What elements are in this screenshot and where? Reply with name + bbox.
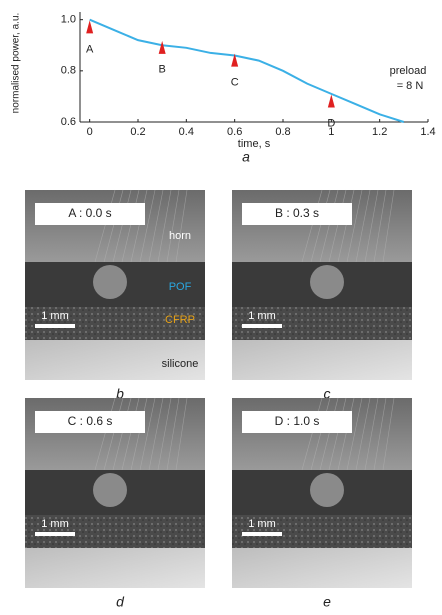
x-tick-label: 1.4: [420, 126, 435, 138]
marker-label: B: [158, 64, 165, 76]
marker-triangle: [86, 20, 93, 33]
layer-label: CFRP: [165, 314, 195, 326]
photo-silicone: [232, 340, 412, 380]
photo-top: [232, 190, 412, 262]
panel-letter: e: [323, 594, 331, 610]
x-tick-label: 1.2: [372, 126, 387, 138]
marker-triangle: [159, 41, 166, 54]
marker-triangle: [328, 95, 335, 108]
page: 00.20.40.60.811.21.40.60.81.0time, snorm…: [0, 0, 442, 615]
x-tick-label: 0.8: [275, 126, 290, 138]
photo-silicone: [25, 548, 205, 588]
x-tick-label: 0.2: [130, 126, 145, 138]
panel-letter: d: [116, 594, 125, 610]
photo-top: [25, 190, 205, 262]
panel-letter: a: [242, 149, 250, 165]
scale-label: 1 mm: [248, 518, 276, 530]
marker-label: D: [327, 117, 335, 129]
photo-bead: [310, 473, 344, 507]
caption: D : 1.0 s: [275, 414, 320, 428]
photo-bead: [93, 265, 127, 299]
x-tick-label: 0.4: [179, 126, 194, 138]
y-axis-label: normalised power, a.u.: [11, 13, 22, 114]
y-tick-label: 0.8: [61, 65, 76, 77]
scale-label: 1 mm: [248, 310, 276, 322]
photo-top: [25, 398, 205, 470]
scale-label: 1 mm: [41, 310, 69, 322]
scale-label: 1 mm: [41, 518, 69, 530]
photo-silicone: [232, 548, 412, 588]
x-tick-label: 0: [87, 126, 93, 138]
photo-bead: [93, 473, 127, 507]
annotation: = 8 N: [397, 80, 424, 92]
marker-label: C: [231, 77, 239, 89]
marker-label: A: [86, 43, 94, 55]
caption: A : 0.0 s: [68, 206, 111, 220]
data-line: [90, 20, 404, 122]
caption: C : 0.6 s: [68, 414, 113, 428]
y-tick-label: 1.0: [61, 14, 76, 26]
photo-bead: [310, 265, 344, 299]
y-tick-label: 0.6: [61, 116, 76, 128]
photo-top: [232, 398, 412, 470]
layer-label: POF: [169, 281, 192, 293]
layer-label: horn: [169, 230, 191, 242]
caption: B : 0.3 s: [275, 206, 319, 220]
x-tick-label: 0.6: [227, 126, 242, 138]
annotation: preload: [390, 65, 427, 77]
layer-label: silicone: [162, 358, 199, 370]
figure: 00.20.40.60.811.21.40.60.81.0time, snorm…: [0, 0, 442, 615]
